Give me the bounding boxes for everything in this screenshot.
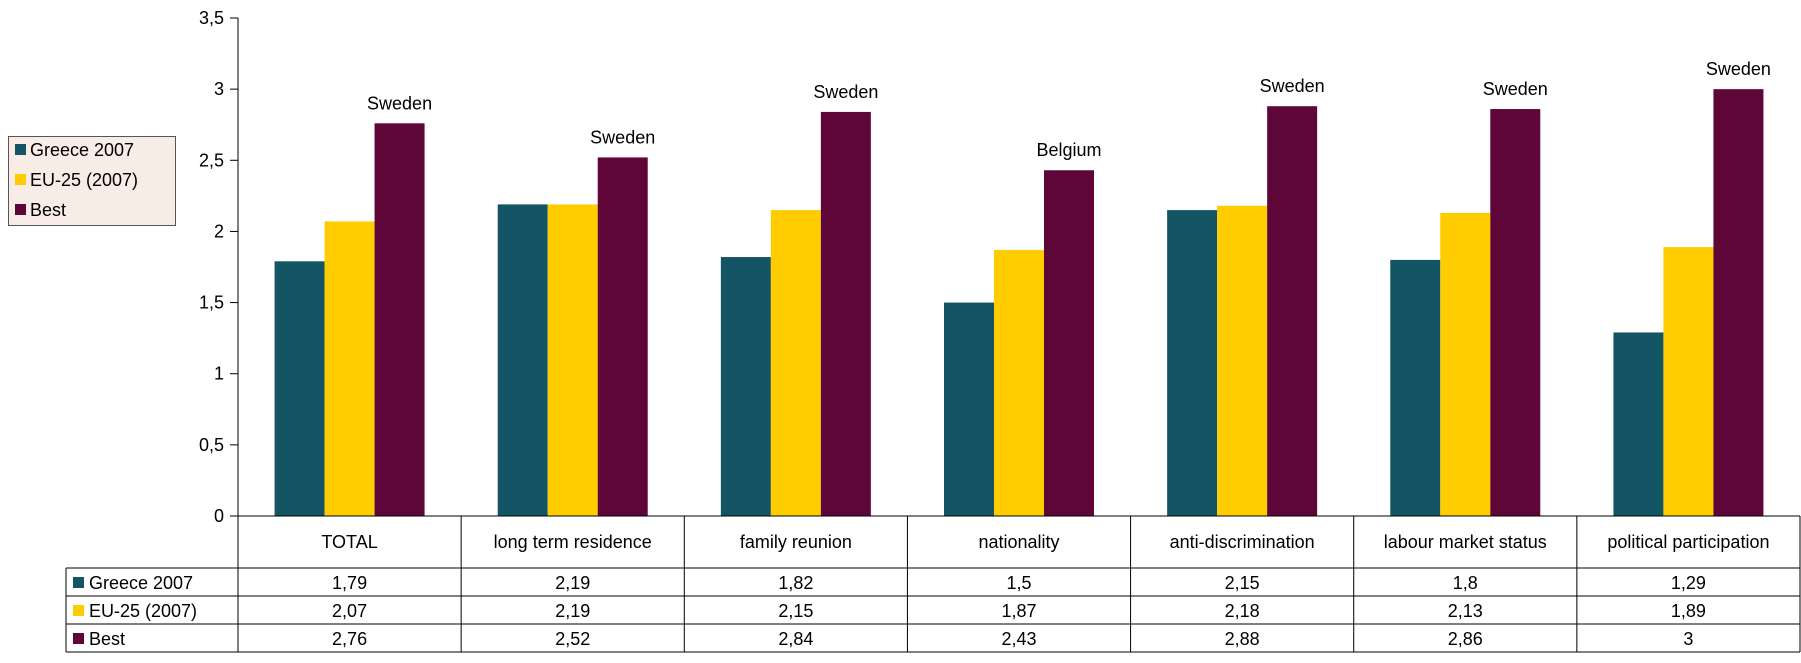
bar	[1440, 212, 1491, 516]
bar	[1217, 205, 1268, 516]
category-label: long term residence	[494, 532, 652, 552]
legend-label: Greece 2007	[30, 140, 135, 160]
table-cell: 1,82	[778, 573, 813, 593]
best-label: Sweden	[1260, 76, 1325, 96]
category-label: labour market status	[1384, 532, 1547, 552]
bar	[820, 111, 871, 516]
bar	[994, 249, 1044, 516]
data-table: TOTAL long term residence family reunion na…	[65, 515, 1801, 653]
bar	[497, 204, 548, 516]
bar	[1663, 247, 1714, 516]
bar	[1167, 210, 1218, 517]
best-label: Sweden	[1706, 59, 1771, 79]
table-row-label: EU-25 (2007)	[89, 601, 197, 621]
bar	[1713, 89, 1764, 517]
table-cell: 1,8	[1453, 573, 1478, 593]
table-cell: 1,79	[332, 573, 367, 593]
bar	[547, 204, 598, 516]
category-label: anti-discrimination	[1170, 532, 1315, 552]
y-tick-label: 1	[214, 364, 224, 384]
best-label: Sweden	[590, 127, 655, 147]
category-label: family reunion	[740, 532, 852, 552]
table-cell: 2,86	[1448, 629, 1483, 649]
best-labels: Sweden Sweden Sweden Belgium Sweden Sweden Swe…	[367, 59, 1771, 160]
y-tick-label: 0	[214, 506, 224, 526]
category-label: political participation	[1607, 532, 1769, 552]
table-row-swatch	[73, 605, 84, 616]
legend-swatch	[15, 174, 26, 185]
y-tick-label: 0,5	[199, 435, 224, 455]
legend-item: Best	[15, 199, 66, 221]
bar	[720, 257, 771, 516]
bars	[274, 89, 1764, 517]
best-label: Sweden	[367, 93, 432, 113]
y-tick-label: 2,5	[199, 150, 224, 170]
table-cell: 1,87	[1001, 601, 1036, 621]
legend-swatch	[15, 204, 26, 215]
y-tick-label: 3	[214, 79, 224, 99]
bar	[1613, 332, 1664, 516]
y-tick-label: 2	[214, 221, 224, 241]
table-cell: 2,18	[1225, 601, 1260, 621]
bar	[597, 157, 648, 516]
table-row-swatch	[73, 633, 84, 644]
y-tick-label: 1,5	[199, 293, 224, 313]
table-cell: 2,88	[1225, 629, 1260, 649]
table-cell: 2,19	[555, 601, 590, 621]
bar	[1267, 106, 1318, 517]
table-cell: 2,15	[778, 601, 813, 621]
table-cell: 3	[1683, 629, 1693, 649]
bar	[1390, 259, 1441, 516]
legend-label: Best	[30, 200, 67, 220]
table-cell: 2,76	[332, 629, 367, 649]
table-cell: 2,84	[778, 629, 813, 649]
legend-swatch	[15, 144, 26, 155]
legend: Greece 2007 EU-25 (2007) Best	[8, 136, 176, 226]
legend-label: EU-25 (2007)	[30, 170, 139, 190]
bar	[770, 210, 821, 517]
table-row-label: Best	[89, 629, 125, 649]
y-axis: 0 0,5 1 1,5 2 2,5 3 3,5	[199, 8, 239, 526]
table-cell: 2,07	[332, 601, 367, 621]
table-row-label: Greece 2007	[89, 573, 193, 593]
legend-item: EU-25 (2007)	[15, 169, 138, 191]
y-tick-label: 3,5	[199, 8, 224, 28]
best-label: Belgium	[1036, 140, 1101, 160]
bar	[944, 302, 994, 516]
table-row-swatch	[73, 577, 84, 588]
best-label: Sweden	[1483, 79, 1548, 99]
table-cell: 1,29	[1671, 573, 1706, 593]
table-cell: 1,5	[1006, 573, 1031, 593]
bar	[324, 221, 375, 516]
bar	[1044, 170, 1094, 516]
legend-item: Greece 2007	[15, 139, 134, 161]
table-cell: 2,13	[1448, 601, 1483, 621]
table-cell: 2,52	[555, 629, 590, 649]
category-label: nationality	[978, 532, 1059, 552]
category-label: TOTAL	[321, 532, 377, 552]
table-cell: 2,15	[1225, 573, 1260, 593]
table-cell: 2,43	[1001, 629, 1036, 649]
bar	[274, 261, 325, 516]
bar	[1490, 109, 1541, 516]
bar	[374, 123, 425, 516]
best-label: Sweden	[813, 82, 878, 102]
table-cell: 2,19	[555, 573, 590, 593]
table-cell: 1,89	[1671, 601, 1706, 621]
